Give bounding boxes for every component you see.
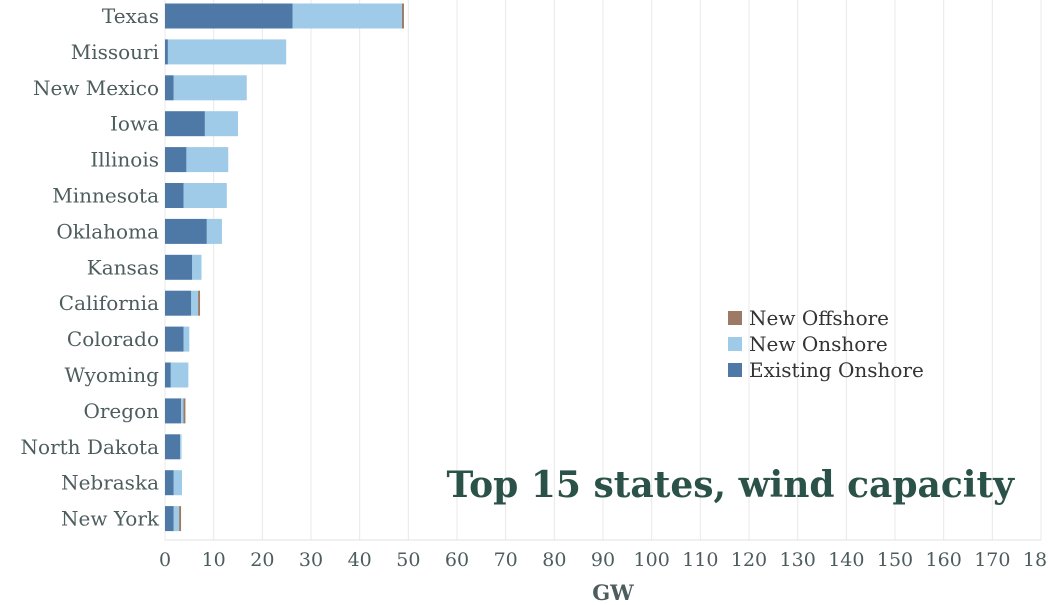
bar-segment: [165, 111, 205, 137]
bar-segment: [167, 39, 287, 65]
category-label: Colorado: [67, 327, 159, 351]
grid-lines: [164, 0, 1042, 541]
bar-segment: [173, 506, 180, 532]
category-label: Nebraska: [61, 471, 159, 495]
bar-segment: [192, 254, 202, 280]
x-tick-label: 80: [542, 549, 566, 571]
legend-label: New Offshore: [749, 306, 889, 330]
category-label: California: [59, 291, 159, 315]
legend-swatch: [728, 311, 742, 325]
legend-label: New Onshore: [749, 332, 888, 356]
bar-segment: [183, 326, 190, 352]
x-axis-title: GW: [592, 580, 634, 605]
x-tick-labels: 0 10 20 30 40 50 60 70 80 90 100 110 120 130 140 150 160…: [159, 549, 1048, 571]
x-tick-label: 90: [591, 549, 615, 571]
bar-segment: [165, 218, 207, 244]
legend-label: Existing Onshore: [749, 358, 924, 382]
x-tick-label: 40: [348, 549, 372, 571]
category-label: Oregon: [83, 399, 159, 423]
category-label: Missouri: [71, 40, 159, 64]
x-tick-label: 130: [780, 549, 816, 571]
bars: [165, 3, 404, 532]
legend-swatch: [728, 363, 742, 377]
x-tick-label: 20: [250, 549, 274, 571]
category-label: North Dakota: [21, 435, 160, 459]
category-label: Wyoming: [64, 363, 159, 387]
bar-segment: [165, 254, 193, 280]
x-tick-label: 30: [299, 549, 323, 571]
bar-segment: [173, 75, 247, 101]
bar-segment: [181, 398, 184, 424]
bar-segment: [183, 398, 186, 424]
category-label: Illinois: [90, 148, 159, 172]
x-tick-label: 0: [159, 549, 171, 571]
x-tick-label: 50: [396, 549, 420, 571]
bar-segment: [165, 183, 184, 208]
x-tick-label: 10: [202, 549, 226, 571]
bar-segment: [198, 290, 201, 316]
x-tick-label: 120: [731, 549, 767, 571]
bar-segment: [165, 3, 293, 29]
category-labels: Texas Missouri New Mexico Iowa Illinois Minne…: [21, 4, 160, 531]
bar-segment: [402, 3, 404, 29]
chart-title: Top 15 states, wind capacity: [446, 464, 1015, 506]
bar-segment: [165, 398, 182, 424]
bar-segment: [165, 434, 181, 460]
x-tick-label: 150: [877, 549, 913, 571]
bar-segment: [165, 290, 192, 316]
category-label: Iowa: [110, 112, 159, 136]
bar-segment: [179, 506, 182, 532]
x-tick-label: 100: [634, 549, 670, 571]
category-label: Minnesota: [52, 184, 159, 208]
x-tick-label: 170: [974, 549, 1010, 571]
x-tick-label: 110: [682, 549, 718, 571]
bar-segment: [165, 362, 171, 388]
category-label: Oklahoma: [56, 219, 159, 243]
bar-segment: [165, 326, 184, 352]
legend-swatch: [728, 337, 742, 351]
bar-segment: [180, 434, 182, 460]
x-tick-label: 180: [1023, 549, 1048, 571]
bar-segment: [165, 147, 187, 173]
bar-segment: [292, 3, 403, 29]
bar-segment: [173, 470, 183, 496]
x-tick-label: 160: [926, 549, 962, 571]
bar-segment: [204, 111, 238, 137]
bar-segment: [165, 39, 168, 65]
category-label: Texas: [102, 4, 159, 28]
x-tick-label: 140: [828, 549, 864, 571]
category-label: New York: [61, 507, 160, 531]
bar-segment: [206, 218, 222, 244]
category-label: New Mexico: [33, 76, 159, 100]
bar-segment: [186, 147, 229, 173]
bar-segment: [183, 183, 227, 208]
bar-segment: [165, 75, 174, 101]
bar-segment: [165, 506, 174, 532]
bar-segment: [165, 470, 174, 496]
bar-segment: [170, 362, 189, 388]
category-label: Kansas: [87, 255, 159, 279]
bar-segment: [191, 290, 199, 316]
x-tick-label: 70: [494, 549, 518, 571]
x-tick-label: 60: [445, 549, 469, 571]
